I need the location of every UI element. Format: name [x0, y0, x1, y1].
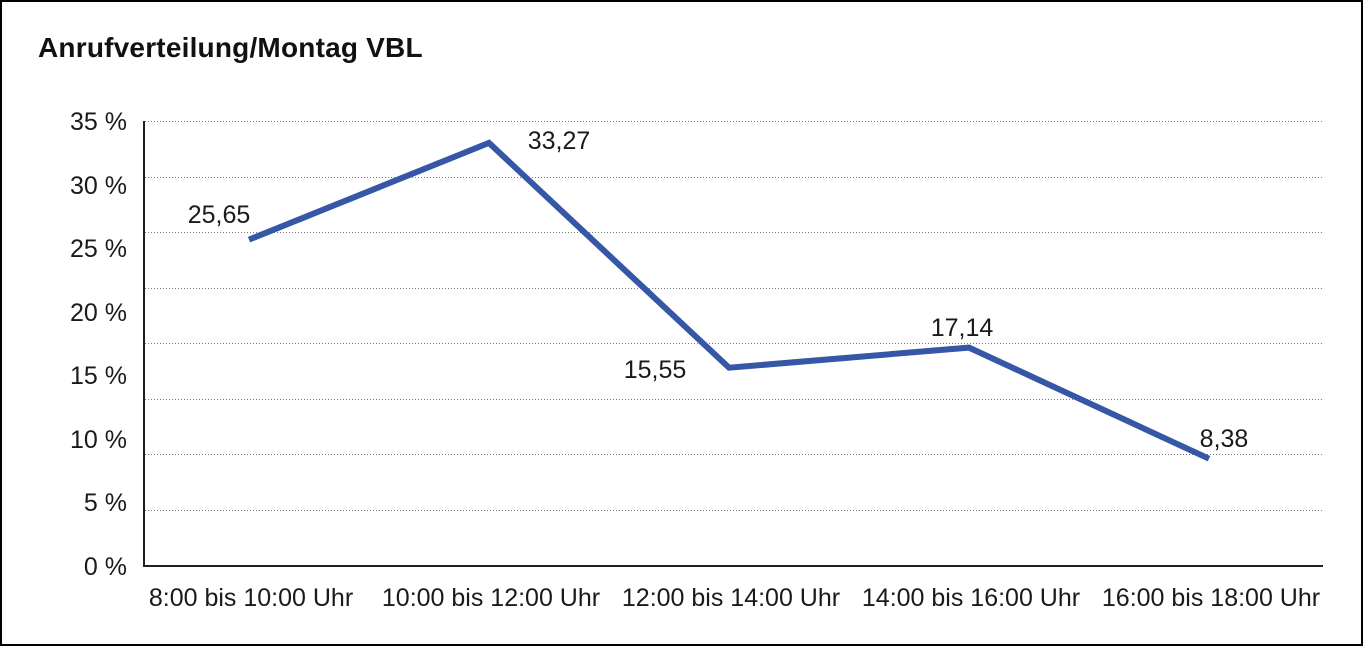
y-tick-label: 20 % [70, 298, 127, 327]
gridline [145, 176, 1323, 178]
gridline [145, 232, 1323, 233]
y-tick-label: 5 % [83, 489, 127, 518]
x-category-label: 12:00 bis 14:00 Uhr [621, 584, 841, 612]
x-axis-category-labels: 8:00 bis 10:00 Uhr 10:00 bis 12:00 Uhr 12:… [145, 585, 1323, 615]
y-tick-label: 35 % [70, 108, 127, 136]
x-category-label: 8:00 bis 10:00 Uhr [148, 584, 354, 612]
y-tick-label: 10 % [70, 425, 127, 454]
gridline [145, 343, 1323, 344]
chart-title: Anrufverteilung/Montag VBL [38, 32, 423, 63]
x-category-label: 14:00 bis 16:00 Uhr [861, 584, 1081, 612]
gridline [145, 509, 1323, 511]
x-category-label: 10:00 bis 12:00 Uhr [381, 584, 601, 612]
gridline [145, 121, 1323, 122]
y-axis-tick-labels: 35 % 30 % 25 % 20 % 15 % 10 % 5 % 0 % [2, 108, 127, 581]
y-tick-label: 15 % [70, 362, 127, 391]
y-tick-label: 30 % [70, 171, 127, 200]
gridline [145, 454, 1323, 455]
y-tick-label: 0 % [83, 553, 127, 581]
y-tick-label: 25 % [70, 235, 127, 264]
gridline [145, 287, 1323, 289]
x-category-label: 16:00 bis 18:00 Uhr [1101, 584, 1321, 612]
series-polyline [247, 139, 1211, 462]
gridline [145, 398, 1323, 400]
plot-area [143, 121, 1323, 567]
line-series-svg [247, 139, 1211, 462]
